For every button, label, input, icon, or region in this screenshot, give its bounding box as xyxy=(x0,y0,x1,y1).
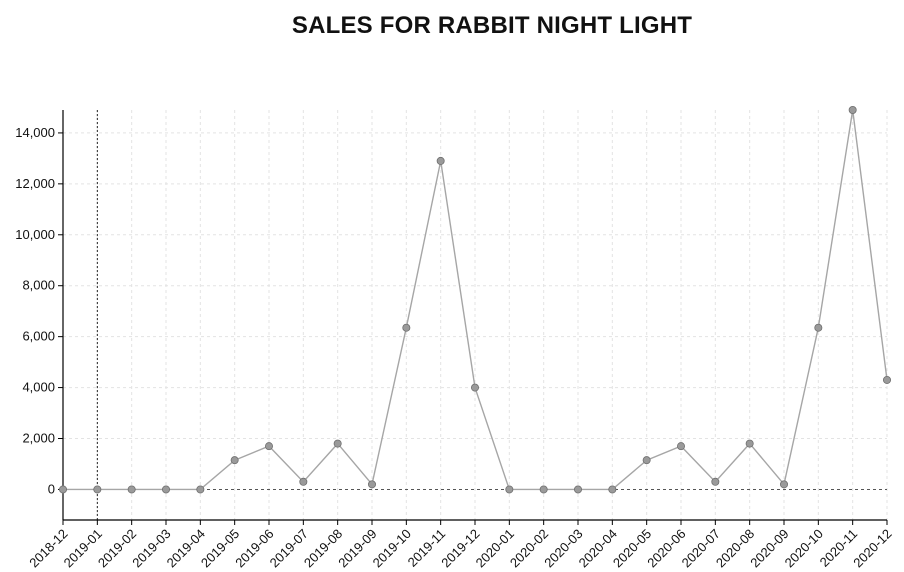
data-point[interactable] xyxy=(642,456,651,465)
data-point[interactable] xyxy=(59,485,68,494)
data-point[interactable] xyxy=(883,375,892,384)
data-point[interactable] xyxy=(127,485,136,494)
data-point[interactable] xyxy=(539,485,548,494)
points-layer xyxy=(59,106,892,494)
y-tick-label: 14,000 xyxy=(15,125,55,140)
y-tick-label: 6,000 xyxy=(22,329,55,344)
data-point[interactable] xyxy=(264,442,273,451)
data-point[interactable] xyxy=(299,477,308,486)
data-point[interactable] xyxy=(196,485,205,494)
data-point[interactable] xyxy=(367,480,376,489)
x-tick-label: 2019-10 xyxy=(370,526,414,570)
data-point[interactable] xyxy=(677,442,686,451)
data-point[interactable] xyxy=(848,106,857,115)
y-tick-label: 2,000 xyxy=(22,431,55,446)
data-point[interactable] xyxy=(505,485,514,494)
axis-layer xyxy=(58,110,888,525)
data-point[interactable] xyxy=(230,456,239,465)
tick-labels-layer: 0 2,000 4,000 6,000 8,000 10,000 12,000 14,000 2… xyxy=(15,125,894,570)
data-point[interactable] xyxy=(745,439,754,448)
data-point[interactable] xyxy=(93,485,102,494)
data-point[interactable] xyxy=(780,480,789,489)
data-point[interactable] xyxy=(470,383,479,392)
data-point[interactable] xyxy=(814,323,823,332)
x-tick-label: 2020-10 xyxy=(782,526,826,570)
chart-title: SALES FOR RABBIT NIGHT LIGHT xyxy=(291,12,693,39)
x-tick-label: 2020-12 xyxy=(850,526,894,570)
grid-layer xyxy=(63,110,888,520)
y-tick-label: 4,000 xyxy=(22,380,55,395)
data-point[interactable] xyxy=(161,485,170,494)
data-point[interactable] xyxy=(608,485,617,494)
y-tick-label: 12,000 xyxy=(15,176,55,191)
y-tick-label: 10,000 xyxy=(15,227,55,242)
data-point[interactable] xyxy=(436,156,445,165)
y-tick-label: 0 xyxy=(48,481,55,496)
data-point[interactable] xyxy=(711,477,720,486)
data-point[interactable] xyxy=(333,439,342,448)
data-point[interactable] xyxy=(402,323,411,332)
y-tick-label: 8,000 xyxy=(22,278,55,293)
data-point[interactable] xyxy=(574,485,583,494)
